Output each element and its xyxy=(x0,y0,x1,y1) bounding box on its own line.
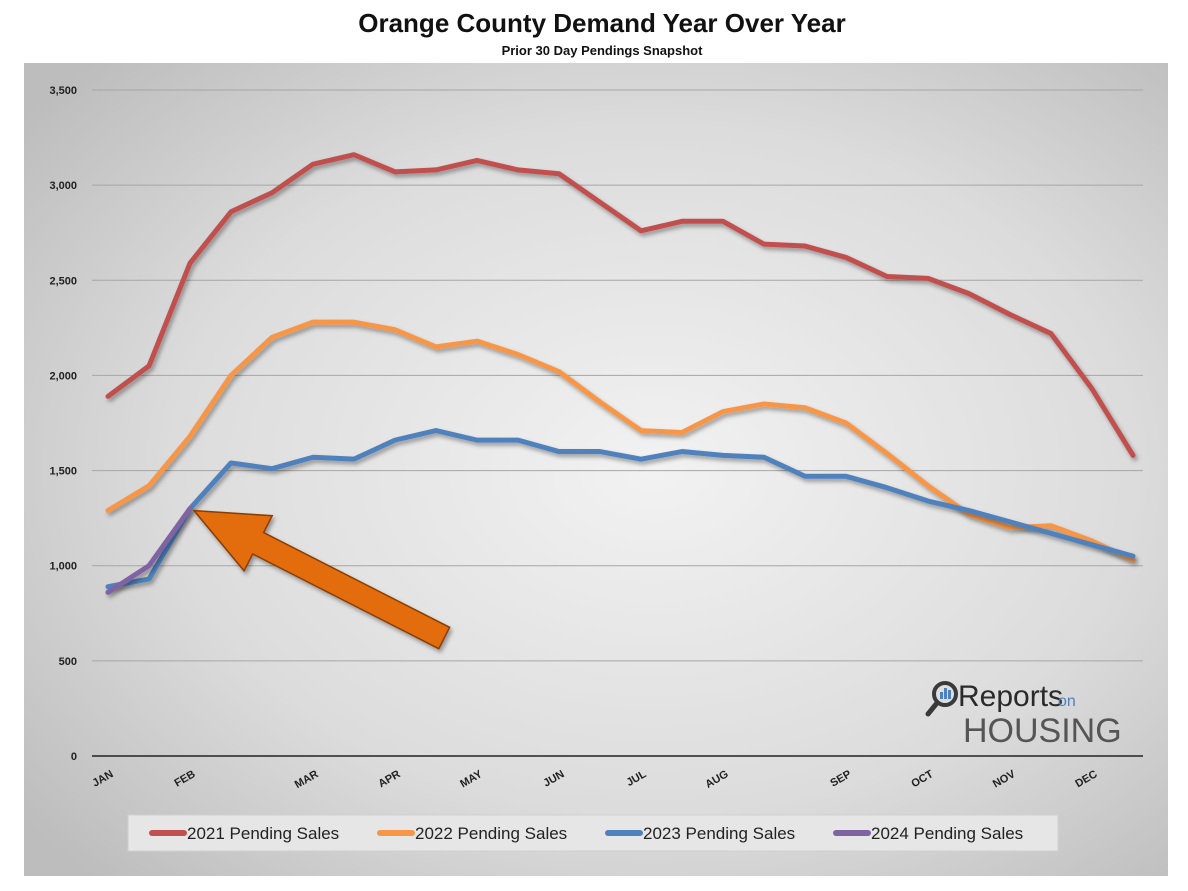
y-tick-label: 3,500 xyxy=(49,85,77,97)
reports-on-housing-logo: Reports on HOUSING xyxy=(925,680,1122,750)
legend-label-2022: 2022 Pending Sales xyxy=(415,824,567,843)
logo-on: on xyxy=(1058,693,1076,710)
legend-label-2023: 2023 Pending Sales xyxy=(643,824,795,843)
y-axis-ticks: 0 500 1,000 1,500 2,000 2,500 3,000 3,500 xyxy=(49,85,77,763)
y-tick-label: 500 xyxy=(59,656,77,668)
legend-item-2022: 2022 Pending Sales xyxy=(377,824,567,843)
series-lines xyxy=(105,152,1136,595)
legend-box xyxy=(127,814,1059,852)
logo-reports: Reports xyxy=(958,680,1063,713)
legend-label-2024: 2024 Pending Sales xyxy=(871,824,1023,843)
legend-item-2021: 2021 Pending Sales xyxy=(149,824,339,843)
y-tick-label: 3,000 xyxy=(49,180,77,192)
annotation-arrow xyxy=(192,509,451,650)
y-tick-label: 1,000 xyxy=(49,561,77,573)
gridlines xyxy=(92,89,1143,662)
chart-title: Orange County Demand Year Over Year xyxy=(358,8,846,38)
legend-item-2024: 2024 Pending Sales xyxy=(833,824,1023,843)
series-line-2021 xyxy=(105,152,1136,458)
y-tick-label: 1,500 xyxy=(49,466,77,478)
series-line-2024 xyxy=(105,506,193,595)
legend-item-2023: 2023 Pending Sales xyxy=(605,824,795,843)
annotations xyxy=(192,509,451,650)
logo-housing: HOUSING xyxy=(963,712,1122,750)
y-tick-label: 2,500 xyxy=(49,275,77,287)
magnifier-icon xyxy=(925,681,958,717)
series-line-2023 xyxy=(105,428,1136,590)
y-tick-label: 2,000 xyxy=(49,370,77,382)
y-tick-label: 0 xyxy=(71,751,77,763)
legend-label-2021: 2021 Pending Sales xyxy=(187,824,339,843)
chart-subtitle: Prior 30 Day Pendings Snapshot xyxy=(501,43,703,58)
